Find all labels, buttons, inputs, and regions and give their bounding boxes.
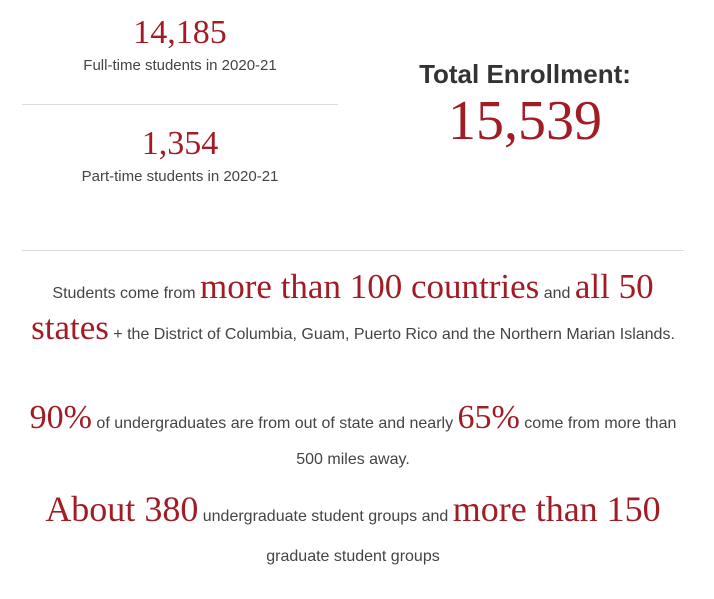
grad-groups-count: more than 150: [452, 489, 661, 529]
total-enrollment-heading: Total Enrollment:: [419, 59, 631, 89]
undergrad-groups-count: About 380: [45, 489, 199, 529]
student-groups-fact: About 380 undergraduate student groups a…: [22, 489, 684, 577]
states-highlight: all 50 states: [31, 267, 654, 347]
part-time-value: 1,354: [141, 125, 219, 162]
far-away-percent: 65%: [457, 399, 520, 436]
out-of-state-percent: 90%: [29, 399, 92, 436]
countries-highlight: more than 100 countries: [200, 267, 540, 306]
undergrad-groups-text: undergraduate student groups and: [198, 508, 453, 525]
out-of-state-fact: 90% of undergraduates are from out of st…: [22, 400, 684, 478]
full-time-label: Full-time students in 2020-21: [83, 57, 277, 74]
origins-fact: Students come from more than 100 countri…: [22, 267, 684, 352]
part-time-label: Part-time students in 2020-21: [81, 168, 279, 185]
origins-rest: + the District of Columbia, Guam, Puerto…: [108, 326, 675, 343]
part-time-stat: 1,354 Part-time students in 2020-21: [22, 125, 338, 187]
stat-divider: [22, 104, 338, 105]
full-time-stat: 14,185 Full-time students in 2020-21: [22, 14, 338, 76]
origins-intro: Students come from: [52, 285, 201, 302]
out-of-state-rest: come from more than 500 miles away.: [296, 415, 677, 468]
out-of-state-middle: of undergraduates are from out of state …: [91, 415, 458, 432]
full-time-value: 14,185: [133, 14, 227, 51]
total-enrollment-value: 15,539: [448, 90, 602, 152]
total-enrollment: Total Enrollment: 15,539: [370, 60, 680, 152]
origins-and: and: [539, 285, 575, 302]
grad-groups-text: graduate student groups: [266, 548, 440, 565]
section-divider: [22, 250, 684, 251]
